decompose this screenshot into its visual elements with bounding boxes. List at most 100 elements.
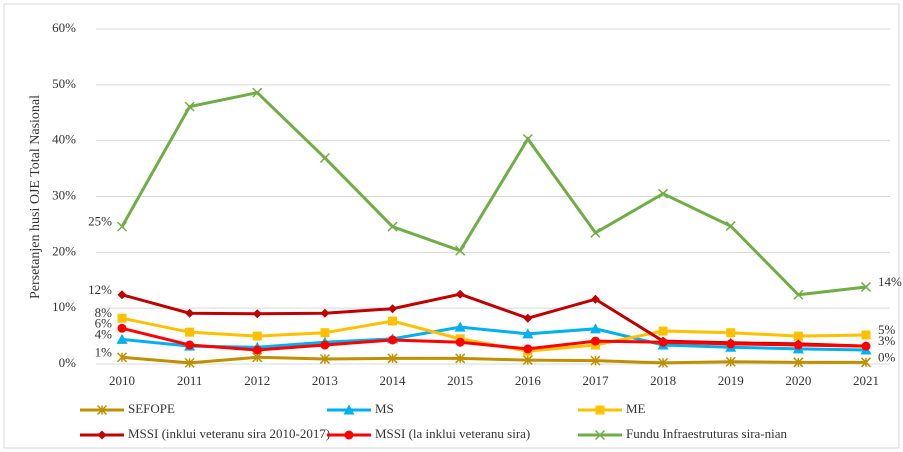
legend-item: SEFOPE	[80, 401, 175, 416]
legend-marker	[344, 430, 354, 440]
marker	[523, 344, 533, 354]
marker	[793, 340, 803, 350]
legend-label: MSSI (la inklui veteranu sira)	[375, 426, 530, 441]
series-line	[121, 355, 866, 365]
legend-label: ME	[626, 401, 646, 416]
legend-item: MSSI (la inklui veteranu sira)	[327, 426, 530, 441]
marker	[387, 353, 398, 364]
marker	[184, 357, 195, 368]
y-tick-label: 40%	[52, 132, 76, 147]
marker	[455, 337, 465, 347]
marker	[658, 188, 669, 199]
x-tick-label: 2012	[244, 373, 270, 388]
marker	[861, 330, 871, 340]
x-tick-label: 2011	[177, 373, 203, 388]
legend-item: MSSI (inklui veteranu sira 2010-2017)	[80, 426, 330, 441]
marker	[320, 308, 330, 318]
x-tick-label: 2017	[582, 373, 609, 388]
marker	[117, 313, 127, 323]
marker	[726, 339, 736, 349]
data-label: 14%	[878, 274, 902, 289]
marker	[116, 333, 128, 344]
legend-label: Fundu Infraestruturas sira-nian	[626, 426, 788, 441]
y-axis-label: Persetanjen husi OJE Total Nasional	[28, 95, 43, 299]
marker	[589, 323, 601, 334]
marker	[116, 221, 128, 232]
data-label: 5%	[878, 322, 896, 337]
marker	[387, 221, 398, 232]
marker	[860, 357, 872, 368]
marker	[523, 313, 533, 323]
marker	[658, 357, 669, 368]
y-tick-label: 10%	[52, 299, 76, 314]
marker	[388, 316, 398, 326]
marker	[320, 328, 330, 338]
y-tick-label: 60%	[52, 20, 76, 35]
marker	[658, 337, 668, 347]
marker	[117, 323, 127, 333]
marker	[522, 328, 534, 339]
marker	[388, 304, 398, 314]
series-line	[121, 326, 867, 352]
legend-marker	[595, 405, 605, 415]
y-tick-label: 20%	[52, 243, 76, 258]
x-tick-label: 2010	[109, 373, 135, 388]
data-label: 3%	[878, 333, 896, 348]
marker	[320, 340, 330, 350]
x-tick-label: 2021	[853, 373, 879, 388]
marker	[793, 357, 804, 368]
marker	[185, 308, 195, 318]
marker	[116, 352, 128, 363]
data-label: 25%	[88, 214, 112, 229]
marker	[793, 289, 804, 300]
x-tick-label: 2013	[312, 373, 338, 388]
marker	[860, 281, 872, 292]
y-tick-label: 0%	[59, 355, 77, 370]
marker	[455, 289, 465, 299]
y-tick-label: 50%	[52, 76, 76, 91]
chart-border	[3, 3, 900, 449]
marker	[658, 326, 668, 336]
x-tick-label: 2019	[718, 373, 744, 388]
legend-marker	[96, 404, 108, 416]
data-label: 8%	[95, 305, 113, 320]
marker	[319, 152, 330, 164]
marker	[793, 331, 803, 341]
marker	[252, 345, 262, 355]
x-tick-label: 2018	[650, 373, 676, 388]
data-label: 0%	[878, 349, 896, 364]
marker	[726, 328, 736, 338]
data-label: 6%	[95, 315, 113, 330]
marker	[388, 335, 398, 345]
marker	[590, 227, 601, 238]
series-line	[120, 91, 867, 297]
marker	[590, 294, 600, 304]
marker	[454, 321, 466, 332]
legend-item: Fundu Infraestruturas sira-nian	[578, 426, 788, 441]
marker	[455, 245, 466, 256]
marker	[455, 353, 466, 364]
marker	[590, 336, 600, 346]
marker	[319, 353, 330, 365]
data-label: 1%	[95, 344, 113, 359]
legend-item: MS	[327, 401, 394, 416]
legend-marker	[594, 429, 606, 441]
x-tick-label: 2014	[380, 373, 407, 388]
marker	[184, 101, 195, 112]
y-tick-label: 30%	[52, 187, 76, 202]
marker	[117, 290, 127, 300]
legend-label: MSSI (inklui veteranu sira 2010-2017)	[128, 426, 330, 441]
series-line	[121, 325, 867, 352]
marker	[185, 340, 195, 350]
data-label: 4%	[95, 326, 113, 341]
legend-marker	[97, 430, 107, 440]
data-label: 12%	[88, 282, 112, 297]
legend-label: MS	[375, 401, 394, 416]
marker	[725, 356, 736, 367]
marker	[590, 355, 601, 366]
marker	[861, 341, 871, 351]
x-tick-label: 2020	[785, 373, 811, 388]
legend-label: SEFOPE	[128, 401, 175, 416]
marker	[185, 327, 195, 337]
